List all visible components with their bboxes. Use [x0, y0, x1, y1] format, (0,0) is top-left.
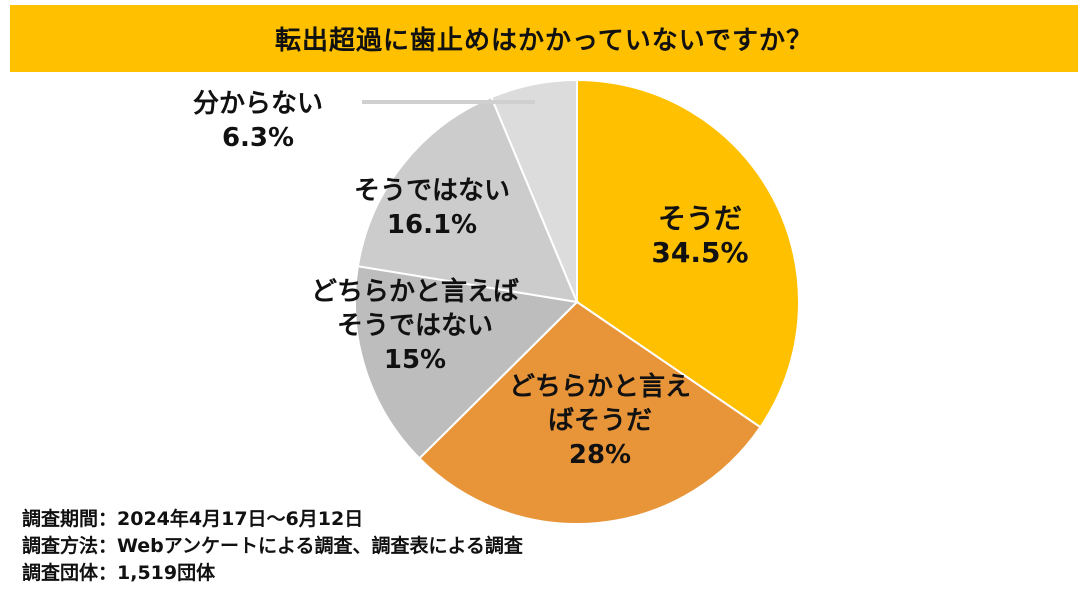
slice-value-label-4: 6.3% — [222, 123, 294, 153]
slice-value-label-1: 28% — [569, 440, 631, 470]
pie-slice-3 — [356, 95, 579, 304]
slice-value-label-0: 34.5% — [651, 236, 748, 269]
slice-value-label-3: 16.1% — [387, 210, 477, 240]
slice-label-3: そうではない — [354, 176, 510, 206]
slice-value-label-2: 15% — [384, 345, 446, 375]
slice-label-0: そうだ — [658, 202, 742, 235]
survey-method: 調査方法：Webアンケートによる調査、調査表による調査 — [22, 535, 523, 557]
pie-slice-4 — [490, 78, 578, 303]
survey-footer: 調査期間：2024年4月17日～6月12日 調査方法：Webアンケートによる調査… — [22, 506, 523, 587]
slice-label-2: どちらかと言えば — [311, 277, 519, 307]
chart-title: 転出超過に歯止めはかかっていないですか？ — [275, 26, 813, 56]
pie-slice-2 — [354, 265, 580, 460]
slice-label-2: そうではない — [337, 311, 493, 341]
slice-label-4: 分からない — [193, 89, 323, 119]
slice-label-1: どちらかと言え — [509, 372, 691, 402]
pie-slice-0 — [576, 78, 800, 429]
slice-label-1: ばそうだ — [548, 406, 652, 436]
survey-period: 調査期間：2024年4月17日～6月12日 — [22, 508, 364, 530]
title-bar: 転出超過に歯止めはかかっていないですか？ — [10, 5, 1078, 72]
survey-count: 調査団体：1,519団体 — [22, 562, 216, 584]
pie-slice-1 — [417, 300, 762, 525]
